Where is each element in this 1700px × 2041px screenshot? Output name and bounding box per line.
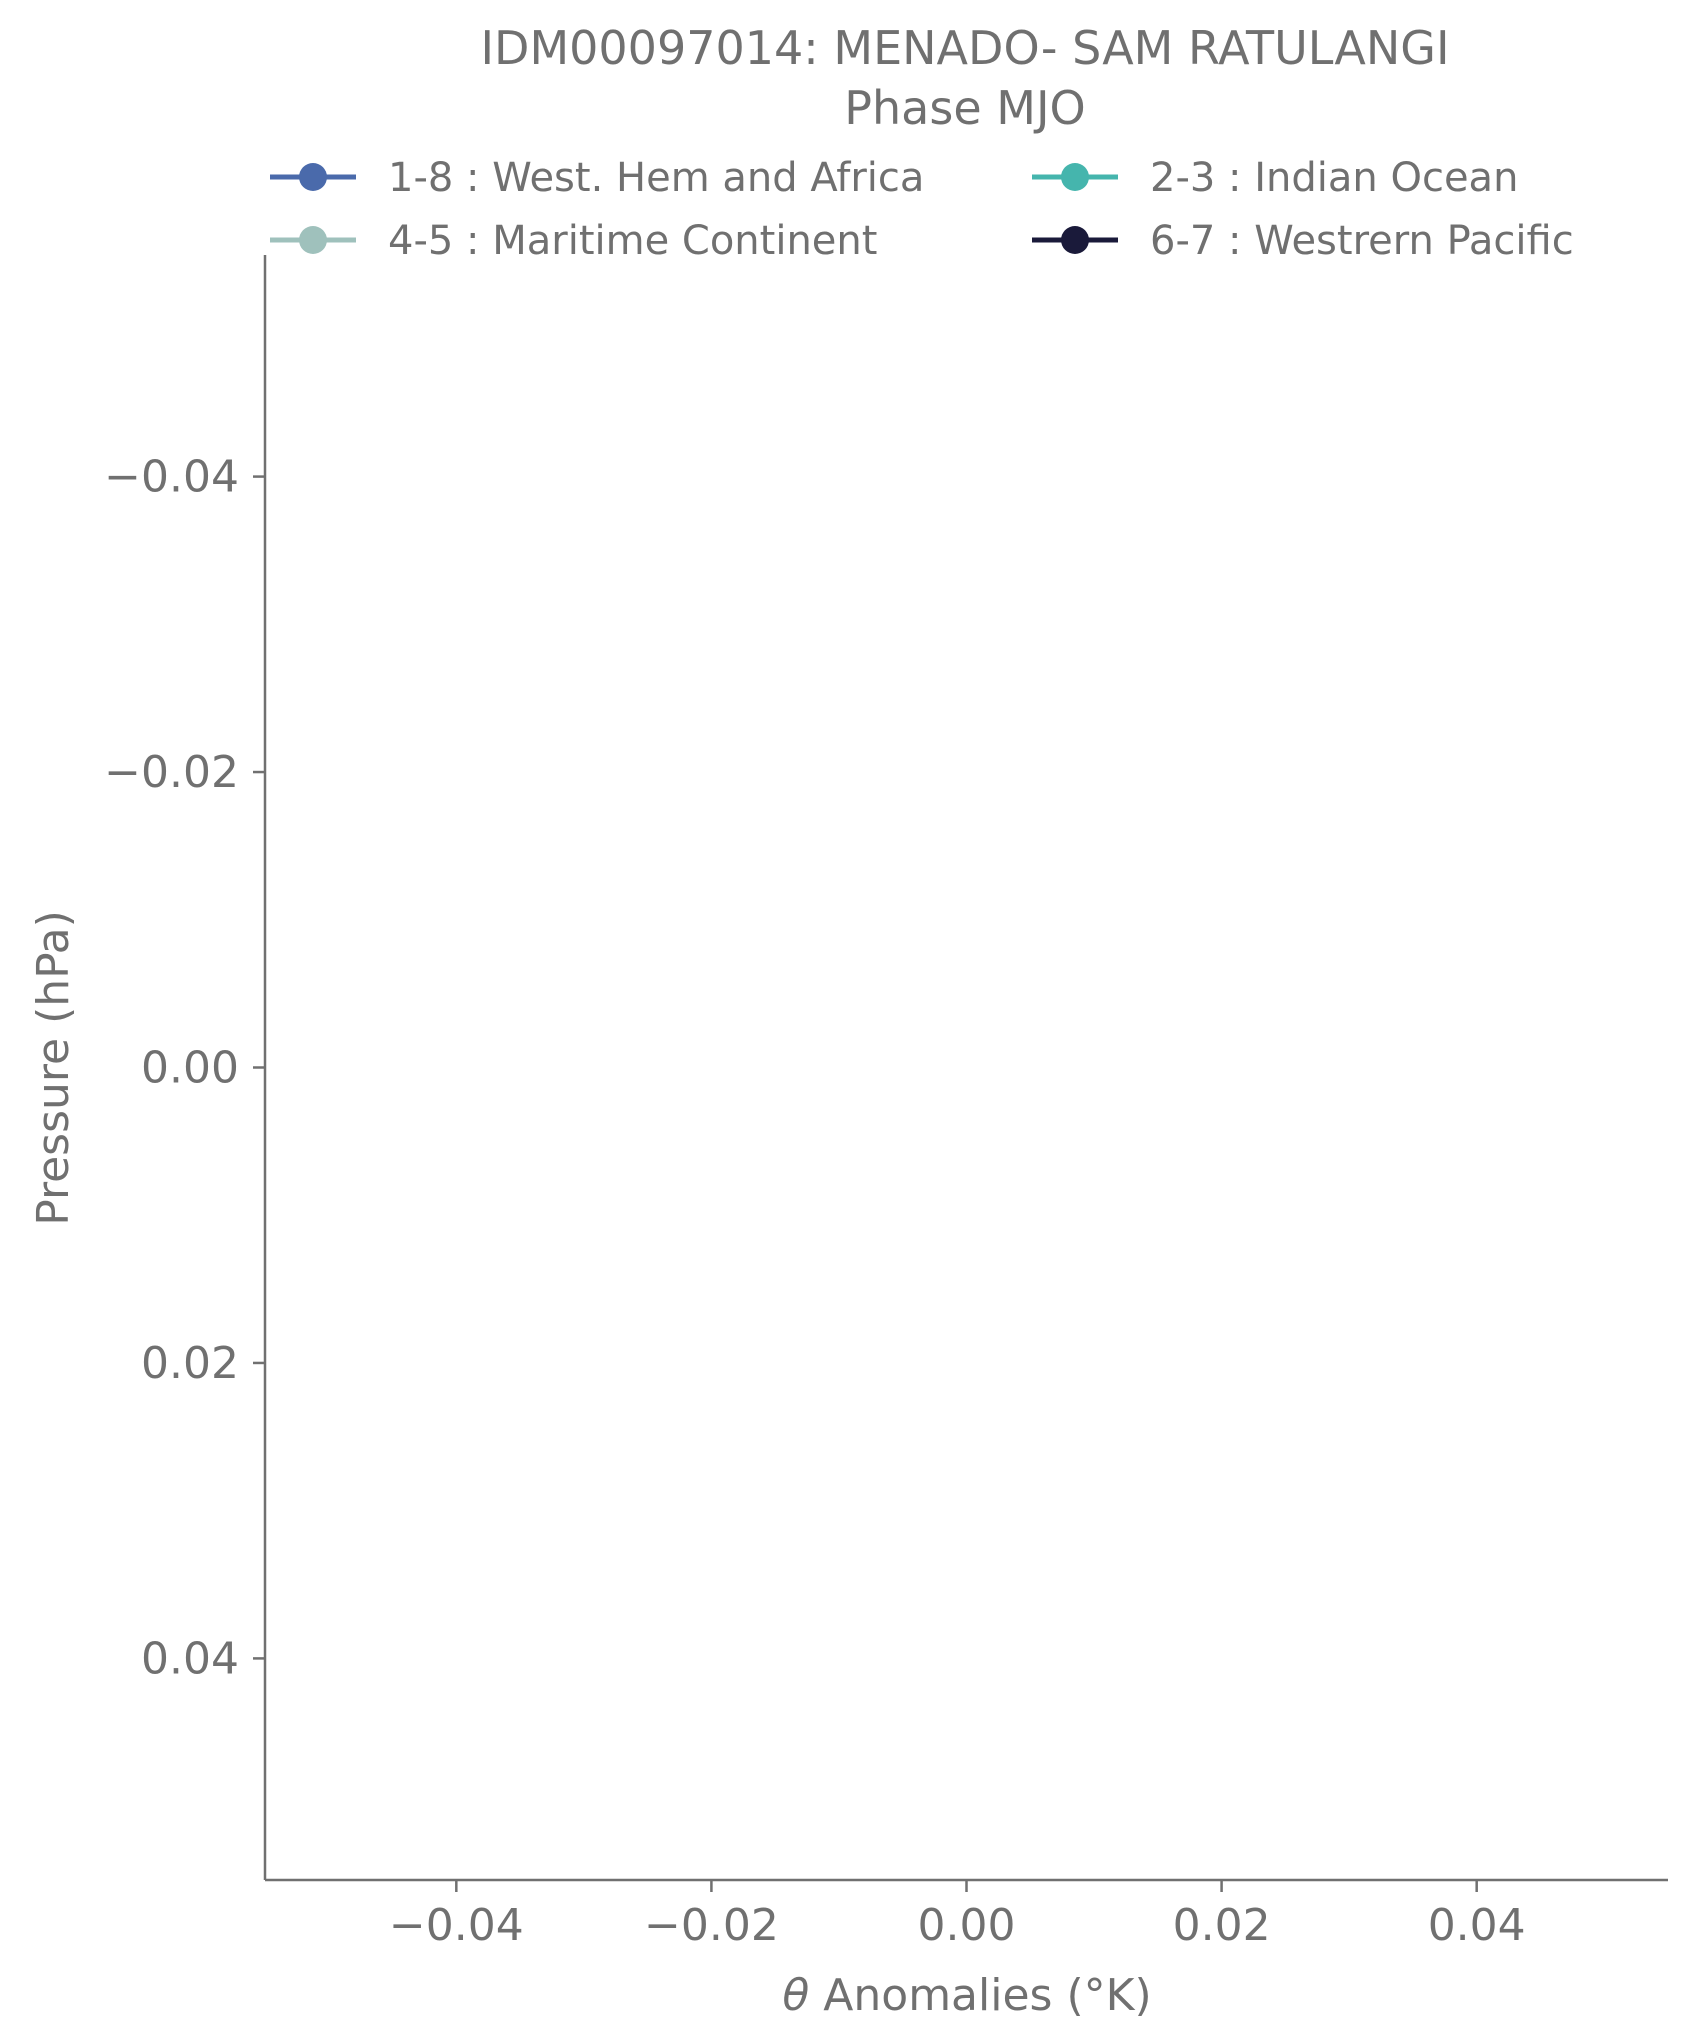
x-tick-label: −0.04 — [389, 1900, 524, 1951]
y-axis-label: Pressure (hPa) — [28, 910, 79, 1226]
legend-item: 4-5 : Maritime Continent — [270, 218, 877, 264]
y-tick-label: −0.02 — [104, 747, 239, 798]
legend: 1-8 : West. Hem and Africa 2-3 : Indian O… — [270, 155, 1574, 264]
legend-item: 6-7 : Westrern Pacific — [1032, 218, 1574, 264]
x-axis-label-symbol: θ — [782, 1970, 809, 2021]
y-ticks: −0.04 −0.02 0.00 0.02 0.04 — [104, 452, 265, 1684]
x-tick-label: 0.02 — [1173, 1900, 1271, 1951]
chart-subtitle: Phase MJO — [844, 81, 1085, 135]
legend-item: 2-3 : Indian Ocean — [1032, 155, 1518, 201]
chart-title: IDM00097014: MENADO- SAM RATULANGI — [480, 21, 1449, 75]
y-tick-label: −0.04 — [104, 452, 239, 503]
legend-item: 1-8 : West. Hem and Africa — [270, 155, 924, 201]
axes — [263, 255, 1668, 1882]
x-tick-label: 0.00 — [918, 1900, 1016, 1951]
y-tick-label: 0.02 — [141, 1338, 239, 1389]
y-tick-label: 0.04 — [141, 1633, 239, 1684]
legend-label: 6-7 : Westrern Pacific — [1150, 218, 1574, 264]
legend-label: 1-8 : West. Hem and Africa — [388, 155, 924, 201]
x-ticks: −0.04 −0.02 0.00 0.02 0.04 — [389, 1880, 1526, 1951]
legend-marker — [299, 226, 327, 254]
legend-label: 4-5 : Maritime Continent — [388, 218, 877, 264]
y-tick-label: 0.00 — [141, 1043, 239, 1094]
x-axis-label-text: Anomalies (°K) — [823, 1970, 1151, 2021]
legend-marker — [1061, 163, 1089, 191]
legend-label: 2-3 : Indian Ocean — [1150, 155, 1518, 201]
legend-marker — [299, 163, 327, 191]
x-tick-label: −0.02 — [644, 1900, 779, 1951]
legend-marker — [1061, 226, 1089, 254]
x-tick-label: 0.04 — [1428, 1900, 1526, 1951]
x-axis-label: θ Anomalies (°K) — [782, 1970, 1151, 2021]
